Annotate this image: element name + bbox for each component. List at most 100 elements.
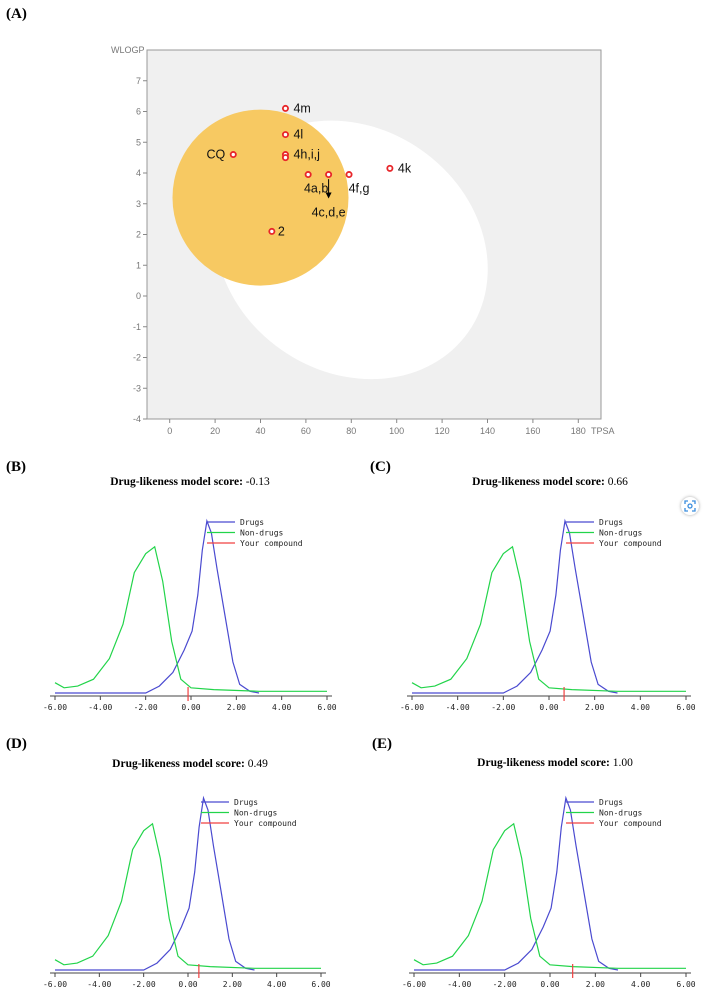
x-tick-label: 4.00: [272, 703, 291, 712]
point-label: CQ: [207, 148, 226, 162]
y-tick-label: 4: [136, 168, 141, 178]
boiled-egg-chart: 0 20 40 60 80 100 120 140 160 180 -4 -3 -2 -1 0 1 2 3 4 5 6 7…: [111, 45, 615, 436]
point-label: 4f,g: [349, 182, 370, 196]
y-tick-label: 2: [136, 230, 141, 240]
chart-title-e: Drug-likeness model score: 1.00: [477, 757, 633, 769]
point-label: 2: [278, 224, 285, 238]
non-drugs-series-line: [54, 822, 321, 969]
x-tick-label: 2.00: [223, 980, 242, 989]
legend-label: Non-drugs: [234, 809, 278, 818]
y-tick-label: 0: [136, 291, 141, 301]
x-tick-label: -6.00: [43, 703, 67, 712]
drugs-series-line: [414, 795, 619, 971]
x-tick-label: 0: [167, 426, 172, 436]
x-tick-label: 100: [389, 426, 404, 436]
legend-label: Your compound: [234, 819, 297, 828]
data-point: [281, 104, 289, 112]
x-tick-label: 6.00: [676, 703, 695, 712]
legend-label: Non-drugs: [240, 529, 284, 538]
panel-label-d: (D): [6, 736, 27, 752]
visual-search-icon[interactable]: [681, 497, 699, 515]
y-axis-label: WLOGP: [111, 45, 145, 55]
point-label: 4l: [293, 128, 303, 142]
x-tick-label: -4.00: [87, 980, 111, 989]
x-tick-label: -4.00: [88, 703, 112, 712]
non-drugs-series-line: [413, 822, 686, 969]
x-tick-label: 2.00: [227, 703, 246, 712]
x-tick-label: 180: [571, 426, 586, 436]
x-tick-label: -4.00: [446, 703, 470, 712]
x-tick-label: 4.00: [631, 703, 650, 712]
drugs-series-line: [55, 795, 255, 971]
y-tick-label: 1: [136, 260, 141, 270]
y-tick-label: 6: [136, 107, 141, 117]
legend-label: Your compound: [240, 539, 303, 548]
x-tick-label: 140: [480, 426, 495, 436]
point-label: 4c,d,e: [312, 206, 346, 220]
point-label: 4h,i,j: [293, 148, 319, 162]
x-tick-label: 0.00: [178, 980, 197, 989]
x-tick-label: -2.00: [134, 703, 158, 712]
y-tick-label: -1: [133, 322, 141, 332]
x-tick-label: 40: [255, 426, 265, 436]
y-tick-label: 5: [136, 137, 141, 147]
legend-label: Drugs: [599, 518, 623, 527]
x-tick-label: 4.00: [267, 980, 286, 989]
panel-label-e: (E): [372, 736, 392, 752]
data-point: [229, 151, 237, 159]
x-tick-label: -6.00: [400, 703, 424, 712]
x-tick-label: 160: [525, 426, 540, 436]
arrow-head: [325, 192, 332, 199]
chart-title-c: Drug-likeness model score: 0.66: [472, 476, 628, 488]
x-tick-label: 6.00: [311, 980, 330, 989]
x-tick-label: -6.00: [402, 980, 426, 989]
x-tick-label: 0.00: [540, 980, 559, 989]
x-tick-label: 120: [435, 426, 450, 436]
legend-label: Drugs: [240, 518, 264, 527]
x-tick-label: 0.00: [539, 703, 558, 712]
panel-label-c: (C): [370, 459, 391, 475]
panel-label-a: (A): [6, 6, 27, 22]
legend-label: Non-drugs: [599, 809, 643, 818]
drugs-series-line: [55, 518, 260, 694]
data-point: [386, 164, 394, 172]
data-point: [325, 171, 333, 179]
x-tick-label: 20: [210, 426, 220, 436]
point-label: 4a,b: [304, 182, 328, 196]
chart-title-d: Drug-likeness model score: 0.49: [112, 758, 268, 770]
x-tick-label: 80: [346, 426, 356, 436]
data-point: [281, 154, 289, 162]
x-tick-label: 60: [301, 426, 311, 436]
x-tick-label: -6.00: [43, 980, 67, 989]
point-label: 4m: [293, 101, 310, 115]
x-tick-label: 6.00: [317, 703, 336, 712]
legend-label: Your compound: [599, 539, 662, 548]
x-tick-label: -2.00: [493, 980, 517, 989]
y-tick-label: -3: [133, 383, 141, 393]
x-tick-label: 4.00: [631, 980, 650, 989]
y-tick-label: -2: [133, 353, 141, 363]
panel-label-b: (B): [6, 459, 26, 475]
chart-title-b: Drug-likeness model score: -0.13: [110, 476, 270, 488]
data-point: [281, 131, 289, 139]
legend-label: Drugs: [234, 798, 258, 807]
data-point: [345, 171, 353, 179]
y-tick-label: -4: [133, 414, 141, 424]
non-drugs-series-line: [411, 545, 686, 692]
x-tick-label: -4.00: [447, 980, 471, 989]
x-tick-label: 2.00: [586, 980, 605, 989]
x-tick-label: 2.00: [585, 703, 604, 712]
legend-label: Drugs: [599, 798, 623, 807]
bbb-yolk-region: [172, 109, 349, 286]
non-drugs-series-line: [54, 545, 327, 692]
x-tick-label: 6.00: [676, 980, 695, 989]
y-tick-label: 7: [136, 76, 141, 86]
drugs-series-line: [412, 518, 618, 694]
x-tick-label: 0.00: [181, 703, 200, 712]
data-point: [304, 171, 312, 179]
point-label: 4k: [398, 161, 412, 175]
legend-label: Your compound: [599, 819, 662, 828]
legend-label: Non-drugs: [599, 529, 643, 538]
data-point: [268, 227, 276, 235]
